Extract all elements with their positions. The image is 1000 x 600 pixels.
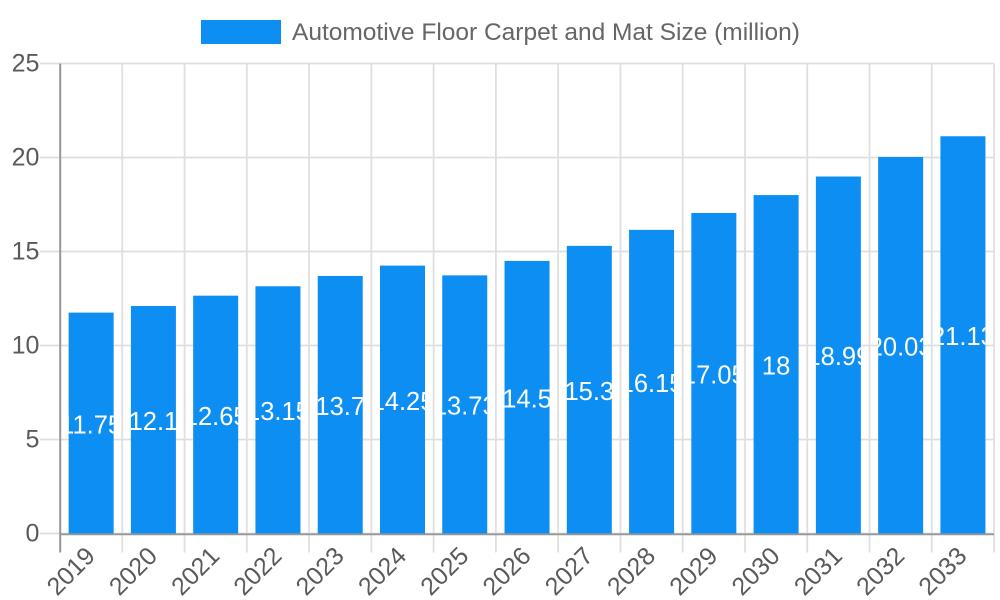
svg-text:15: 15 [12,237,40,265]
svg-text:11.75: 11.75 [60,411,122,439]
svg-text:10: 10 [12,331,40,359]
svg-text:5: 5 [25,425,39,453]
svg-text:18: 18 [762,353,790,381]
svg-text:15.3: 15.3 [564,378,614,406]
svg-text:12.1: 12.1 [129,408,179,436]
svg-text:0: 0 [25,519,39,547]
svg-text:21.13: 21.13 [931,323,995,351]
svg-text:20: 20 [12,143,40,171]
svg-text:16.15: 16.15 [620,370,684,398]
svg-text:12.65: 12.65 [184,403,248,431]
svg-text:14.5: 14.5 [502,385,552,413]
svg-text:13.15: 13.15 [246,398,310,426]
svg-text:13.7: 13.7 [315,393,365,421]
svg-text:13.73: 13.73 [433,393,497,421]
svg-text:25: 25 [12,49,40,77]
svg-text:17.05: 17.05 [682,361,746,389]
svg-text:20.03: 20.03 [869,333,933,361]
svg-text:18.99: 18.99 [806,343,870,371]
svg-text:14.25: 14.25 [371,388,435,416]
svg-text:Automotive Floor Carpet and Ma: Automotive Floor Carpet and Mat Size (mi… [292,19,800,46]
